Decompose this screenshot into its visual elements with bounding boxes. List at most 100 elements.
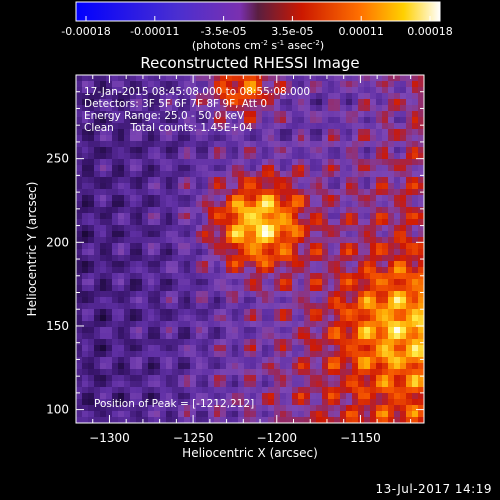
heatmap-cell [316,177,323,184]
heatmap-cell [346,105,353,112]
heatmap-cell [262,405,269,412]
heatmap-cell [94,219,101,226]
heatmap-cell [304,141,311,148]
heatmap-cell [208,411,215,418]
heatmap-cell [178,129,185,136]
heatmap-cell [142,141,149,148]
heatmap-cell [268,201,275,208]
heatmap-cell [346,315,353,322]
heatmap-cell [412,327,419,334]
heatmap-cell [292,399,299,406]
heatmap-cell [244,243,251,250]
heatmap-cell [154,87,161,94]
heatmap-cell [256,123,263,130]
heatmap-cell [280,135,287,142]
heatmap-cell [418,315,424,322]
heatmap-cell [142,93,149,100]
heatmap-cell [388,291,395,298]
heatmap-cell [100,177,107,184]
heatmap-cell [184,393,191,400]
heatmap-cell [382,195,389,202]
heatmap-cell [76,393,83,400]
heatmap-cell [196,321,203,328]
heatmap-cell [190,261,197,268]
heatmap-cell [358,369,365,376]
heatmap-cell [274,273,281,280]
heatmap-cell [112,249,119,256]
heatmap-cell [286,141,293,148]
heatmap-cell [178,261,185,268]
heatmap-cell [292,123,299,130]
heatmap-cell [226,99,233,106]
heatmap-cell [214,399,221,406]
heatmap-cell [148,159,155,166]
heatmap-cell [334,381,341,388]
heatmap-cell [364,141,371,148]
heatmap-cell [238,195,245,202]
heatmap-cell [244,201,251,208]
heatmap-cell [406,339,413,346]
heatmap-cell [358,273,365,280]
heatmap-cell [268,141,275,148]
heatmap-cell [298,123,305,130]
heatmap-cell [148,111,155,118]
heatmap-cell [76,165,83,172]
heatmap-cell [220,279,227,286]
heatmap-cell [382,375,389,382]
heatmap-cell [334,411,341,418]
heatmap-cell [394,333,401,340]
heatmap-cell [220,387,227,394]
heatmap-cell [172,303,179,310]
heatmap-cell [280,393,287,400]
heatmap-cell [412,99,419,106]
heatmap-cell [136,171,143,178]
heatmap-cell [298,111,305,118]
heatmap-cell [262,297,269,304]
heatmap-cell [334,219,341,226]
heatmap-cell [322,327,329,334]
heatmap-cell [124,177,131,184]
heatmap-cell [124,207,131,214]
heatmap-cell [274,219,281,226]
heatmap-cell [244,333,251,340]
heatmap-cell [160,123,167,130]
heatmap-cell [76,381,83,388]
heatmap-cell [172,189,179,196]
heatmap-cell [190,111,197,118]
heatmap-cell [310,117,317,124]
heatmap-cell [94,195,101,202]
heatmap-cell [244,255,251,262]
heatmap-cell [322,285,329,292]
heatmap-cell [406,213,413,220]
heatmap-cell [142,207,149,214]
heatmap-cell [250,261,257,268]
heatmap-cell [178,315,185,322]
heatmap-cell [148,273,155,280]
heatmap-cell [304,399,311,406]
heatmap-cell [322,333,329,340]
heatmap-cell [394,117,401,124]
heatmap-cell [226,189,233,196]
heatmap-cell [286,411,293,418]
heatmap-cell [220,309,227,316]
heatmap-cell [172,327,179,334]
heatmap-cell [316,159,323,166]
heatmap-cell [358,237,365,244]
heatmap-cell [214,177,221,184]
heatmap-cell [406,195,413,202]
heatmap-cell [112,369,119,376]
heatmap-cell [232,387,239,394]
heatmap-cell [172,285,179,292]
heatmap-cell [376,285,383,292]
heatmap-cell [196,117,203,124]
heatmap-cell [202,297,209,304]
heatmap-cell [382,411,389,418]
heatmap-cell [262,417,269,423]
heatmap-cell [130,291,137,298]
heatmap-cell [352,135,359,142]
heatmap-cell [406,135,413,142]
heatmap-cell [388,237,395,244]
heatmap-cell [172,201,179,208]
heatmap-cell [100,405,107,412]
heatmap-cell [136,81,143,88]
